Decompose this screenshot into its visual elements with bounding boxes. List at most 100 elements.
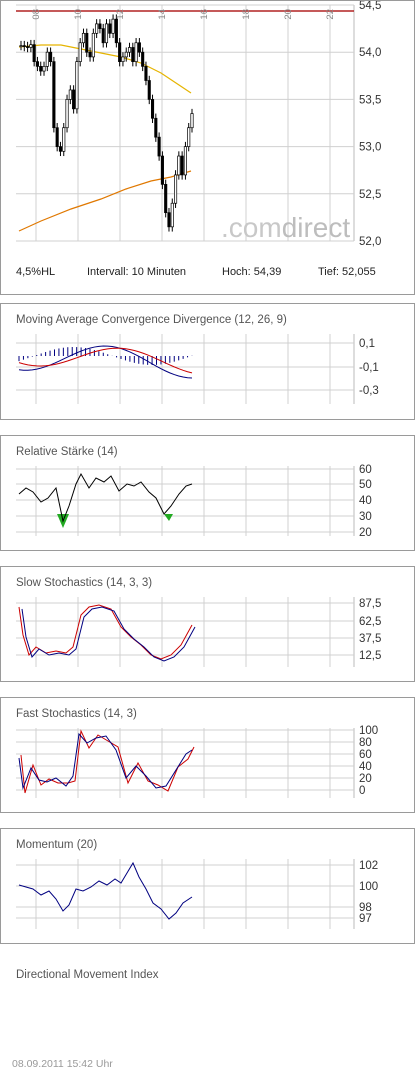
y-tick-label: -0,1 — [359, 362, 379, 374]
x-tick-label: 10 — [73, 9, 84, 20]
macd-signal-line — [18, 347, 193, 374]
x-tick-label: 12 — [115, 9, 126, 20]
slow-d-line — [21, 606, 196, 662]
candle-body — [127, 47, 132, 53]
candle-body — [134, 42, 138, 62]
y-tick-label: 37,5 — [359, 633, 381, 645]
y-tick-label: 98 — [359, 902, 372, 914]
x-tick-label: 08 — [31, 9, 42, 20]
footer-timestamp: 08.09.2011 15:42 Uhr — [12, 1058, 113, 1070]
y-tick-label: 40 — [359, 495, 372, 507]
fast-stochastics-panel: Fast Stochastics (14, 3) 100 80 60 40 20 0 — [0, 697, 415, 813]
macd-title: Moving Average Convergence Divergence (1… — [16, 314, 287, 326]
macd-line — [18, 345, 193, 379]
candle-body — [78, 42, 82, 62]
y-tick-label: 53,0 — [359, 142, 381, 154]
candle-body — [174, 174, 178, 204]
y-tick-label: 87,5 — [359, 598, 381, 610]
candle-body — [104, 23, 109, 44]
rsi-line — [18, 472, 193, 523]
y-tick-label: 20 — [359, 773, 372, 785]
y-tick-label: 30 — [359, 511, 372, 523]
momentum-panel: Momentum (20) 102 100 98 97 — [0, 828, 415, 944]
candle-body — [164, 184, 168, 214]
candle-body — [75, 61, 79, 110]
y-tick-label: 62,5 — [359, 616, 381, 628]
slow-k-line — [18, 604, 193, 660]
x-tick-label: 22 — [325, 9, 336, 20]
candle-body — [95, 23, 99, 34]
momentum-line — [18, 861, 193, 920]
ma-long-line — [18, 170, 192, 232]
candle-body — [190, 113, 194, 129]
candle-body — [81, 32, 86, 44]
candle-body — [91, 32, 95, 58]
price-chart: .comdirect 08 10 12 14 16 18 20 22 54,5 54,0 53,5 5… — [16, 1, 381, 248]
candle-body — [62, 127, 66, 152]
candle-body — [157, 136, 161, 157]
candle-body — [170, 202, 174, 228]
info-low: Tief: 52,055 — [318, 266, 376, 278]
rsi-title: Relative Stärke (14) — [16, 446, 118, 458]
candle-body — [68, 89, 72, 100]
x-tick-label: 16 — [199, 9, 210, 20]
y-tick-label: 100 — [359, 881, 378, 893]
candle-body — [65, 99, 69, 129]
y-tick-label: 100 — [359, 725, 378, 737]
x-tick-label: 20 — [283, 9, 294, 20]
y-tick-label: 0 — [359, 785, 365, 797]
candle-body — [137, 42, 141, 53]
x-tick-label: 18 — [241, 9, 252, 20]
info-high: Hoch: 54,39 — [222, 266, 282, 278]
y-tick-label: 54,0 — [359, 47, 381, 59]
candle-body — [183, 146, 187, 176]
price-candles — [19, 14, 194, 232]
candle-body — [154, 117, 158, 138]
candle-body — [150, 99, 155, 119]
x-tick-label: 14 — [157, 9, 168, 20]
y-tick-label: 97 — [359, 913, 372, 925]
momentum-title: Momentum (20) — [16, 839, 98, 851]
candle-body — [124, 51, 128, 58]
candle-body — [42, 66, 46, 72]
y-tick-label: 54,5 — [359, 1, 381, 12]
fast-k-line — [18, 732, 193, 790]
dmi-title: Directional Movement Index — [16, 969, 159, 981]
candle-body — [114, 18, 118, 44]
macd-chart: 0,1 -0,1 -0,3 — [16, 334, 379, 404]
candle-body — [177, 155, 181, 176]
candle-body — [98, 23, 102, 29]
info-type: 4,5%HL — [16, 266, 56, 278]
fast-stochastics-title: Fast Stochastics (14, 3) — [16, 708, 137, 720]
y-tick-label: 20 — [359, 527, 372, 539]
candle-body — [88, 51, 92, 58]
candle-body — [121, 56, 125, 62]
y-tick-label: -0,3 — [359, 385, 379, 397]
candle-body — [187, 127, 191, 147]
y-tick-label: 53,5 — [359, 94, 381, 106]
y-tick-label: 0,1 — [359, 338, 375, 350]
y-tick-label: 52,0 — [359, 236, 381, 248]
slow-stochastics-panel: Slow Stochastics (14, 3, 3) 87,5 62,5 37,5… — [0, 566, 415, 682]
price-chart-panel: .comdirect 08 10 12 14 16 18 20 22 54,5 54,0 53,5 5… — [0, 0, 415, 295]
candle-body — [22, 45, 26, 47]
candle-body — [167, 212, 171, 228]
candle-body — [85, 32, 89, 53]
candle-body — [72, 89, 76, 110]
candle-body — [144, 66, 148, 81]
macd-panel: Moving Average Convergence Divergence (1… — [0, 303, 415, 420]
y-tick-label: 60 — [359, 749, 372, 761]
rsi-chart: 60 50 40 30 20 — [16, 464, 372, 539]
candle-body — [131, 47, 135, 62]
candle-body — [45, 51, 49, 67]
candle-body — [108, 23, 112, 34]
candle-body — [29, 44, 33, 48]
candle-body — [111, 18, 115, 34]
candle-body — [118, 42, 122, 62]
info-interval: Intervall: 10 Minuten — [87, 266, 187, 278]
candle-body — [141, 51, 145, 67]
rsi-panel: Relative Stärke (14) 60 50 40 30 20 — [0, 435, 415, 551]
candle-body — [180, 155, 184, 176]
